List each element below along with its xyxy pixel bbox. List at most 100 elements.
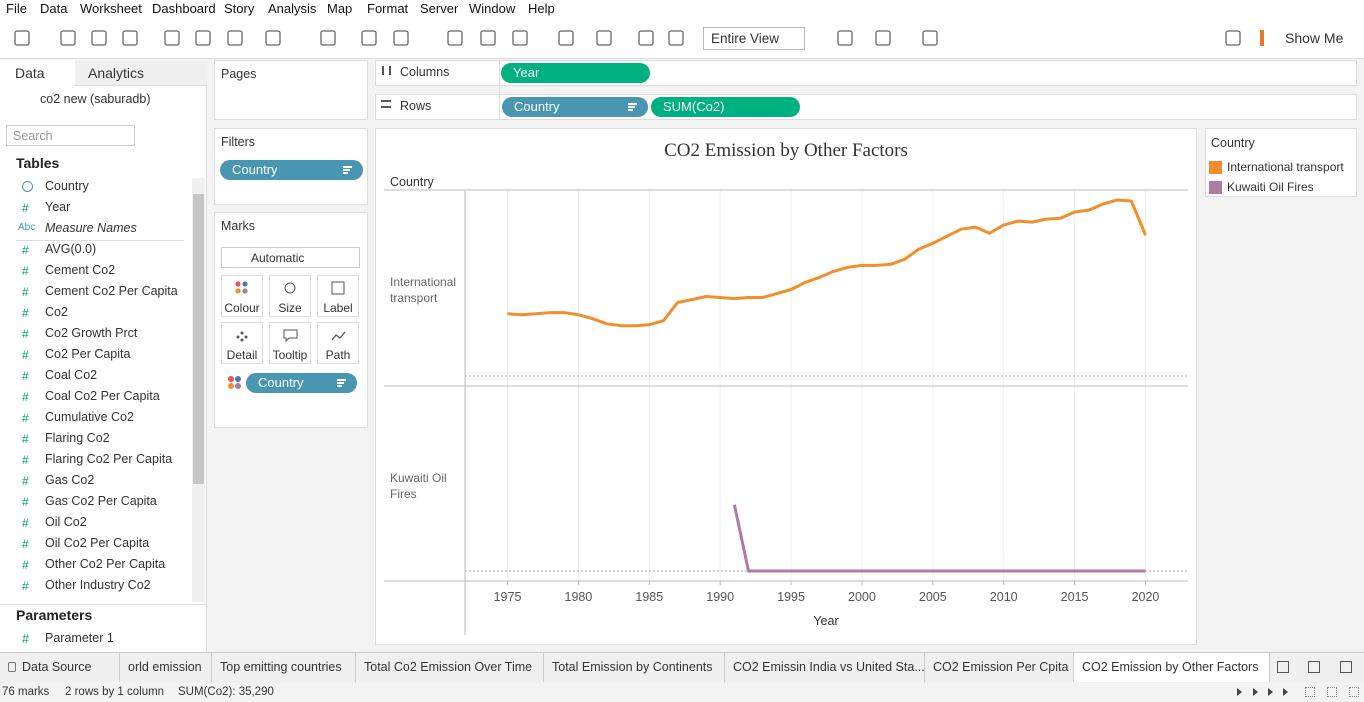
sheet-tab[interactable]: Total Emission by Continents [544,653,725,682]
marks-icons [235,281,346,343]
status-item: 76 marks [2,686,50,698]
field[interactable]: Coal Co2 [45,368,98,382]
field[interactable]: Year [45,200,71,214]
x-tick-label: 2015 [1061,590,1089,604]
field[interactable]: Flaring Co2 Per Capita [45,452,173,466]
highlight-icon [558,30,574,46]
undo-icon [60,30,76,46]
view-dropdown[interactable]: Entire View [703,27,805,50]
field[interactable]: Gas Co2 [45,473,95,487]
sheet-tab[interactable]: CO2 Emission Per Cpita [925,653,1074,682]
field-icon: # [22,632,29,646]
menu-item[interactable]: Worksheet [80,1,142,16]
sheet-tab[interactable]: orld emission [120,653,212,682]
tables-heading: Tables [16,155,60,171]
data-tab[interactable]: Data [0,60,75,86]
sort-icon [628,106,635,108]
menu-item[interactable]: Story [224,1,255,16]
save-icon [164,30,180,46]
marks-button[interactable]: Tooltip [269,322,311,364]
field[interactable]: Cumulative Co2 [45,410,134,424]
colour-icon [228,376,234,382]
marks-button[interactable]: Size [269,275,311,317]
field[interactable]: Coal Co2 Per Capita [45,389,160,403]
nav-button[interactable] [1283,688,1288,696]
menu-item[interactable]: File [6,1,27,16]
mark-type-dropdown[interactable]: Automatic [221,247,360,268]
field[interactable]: Oil Co2 [45,515,87,529]
field[interactable]: Cement Co2 Per Capita [45,284,178,298]
marks-button[interactable]: Detail [221,322,263,364]
field-icon: # [22,201,29,215]
field[interactable]: AVG(0.0) [45,242,97,256]
logo-icon [14,30,30,46]
show-me-button[interactable]: Show Me [1260,30,1343,46]
menu-item[interactable]: Data [40,1,68,16]
layout-button[interactable] [1349,687,1359,697]
filter-pill[interactable]: Country [220,160,363,180]
field[interactable]: Gas Co2 Per Capita [45,494,157,508]
nav-button[interactable] [1237,688,1242,696]
menu-item[interactable]: Map [327,1,353,16]
new-sheet-button[interactable] [1340,661,1352,673]
menu-item[interactable]: Dashboard [152,1,216,16]
field[interactable]: Oil Co2 Per Capita [45,536,150,550]
menu-item[interactable]: Server [420,1,459,16]
field-icon: # [22,579,29,593]
field[interactable]: Co2 Growth Prct [45,326,138,340]
x-tick-label: 1975 [494,590,522,604]
sheet-tab[interactable]: Top emitting countries [212,653,356,682]
field[interactable]: Other Co2 Per Capita [45,557,166,571]
search-box[interactable]: Search [6,125,135,146]
field[interactable]: Other Industry Co2 [45,578,151,592]
status-item: 2 rows by 1 column [65,686,165,698]
layout-button[interactable] [1327,687,1337,697]
field-icon: # [22,390,29,404]
sheet-tab[interactable]: Data Source [0,653,120,682]
legend-entry[interactable]: International transport [1227,160,1344,174]
parameter[interactable]: Parameter 1 [45,631,114,645]
menu-item[interactable]: Help [528,1,555,16]
sheet-tab[interactable]: CO2 Emissin India vs United Sta... [725,653,925,682]
marks-pill[interactable]: Country [246,373,357,393]
row-header: Country [390,175,435,189]
column-pill[interactable]: Year [501,63,650,83]
field[interactable]: Cement Co2 [45,263,116,277]
pages-card [214,60,368,120]
group-icon [596,30,612,46]
marks-button[interactable]: Path [317,322,359,364]
x-tick-label: 1990 [706,590,734,604]
sort-icon [343,169,350,171]
analytics-tab[interactable]: Analytics [75,60,207,86]
field-icon: # [22,243,29,257]
field-icon: # [22,369,29,383]
legend-swatch [1209,181,1222,194]
field-icon: # [22,474,29,488]
field[interactable]: Country [45,179,89,193]
row-pill[interactable]: Country [502,97,648,117]
field[interactable]: Flaring Co2 [45,431,110,445]
sheet-tab[interactable]: CO2 Emission by Other Factors [1074,653,1270,682]
label-icon [331,281,345,295]
toolbar [0,19,1364,59]
new-sheet-button[interactable] [1277,661,1289,673]
layout-button[interactable] [1305,687,1315,697]
menu-item[interactable]: Analysis [268,1,317,16]
legend-swatch [1209,161,1222,174]
marks-button[interactable]: Label [317,275,359,317]
field[interactable]: Co2 [45,305,68,319]
row-pill[interactable]: SUM(Co2) [651,97,800,117]
new-sheet-button[interactable] [1308,661,1320,673]
sheet-tab[interactable]: Total Co2 Emission Over Time [356,653,544,682]
menu-item[interactable]: Window [469,1,516,16]
data-source[interactable]: co2 new (saburadb) [40,92,151,106]
field-icon: # [22,327,29,341]
menu-item[interactable]: Format [367,1,409,16]
field[interactable]: Co2 Per Capita [45,347,131,361]
legend-entry[interactable]: Kuwaiti Oil Fires [1227,180,1314,194]
sort-asc-icon [480,30,496,46]
field[interactable]: Measure Names [45,221,137,235]
nav-button[interactable] [1268,688,1273,696]
nav-button[interactable] [1253,688,1258,696]
marks-button[interactable]: Colour [221,275,263,317]
